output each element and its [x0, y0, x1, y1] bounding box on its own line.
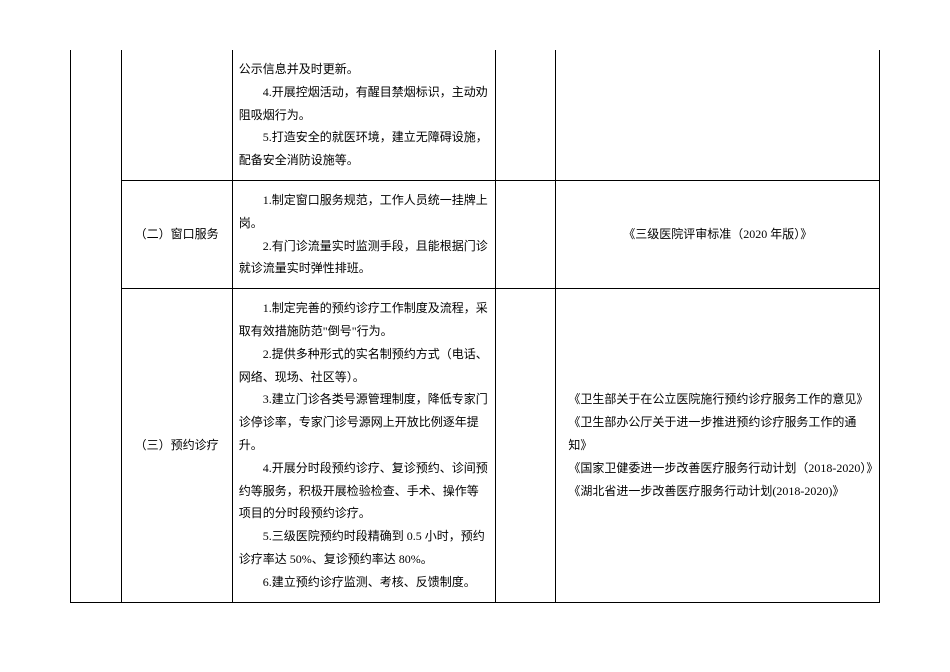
- content-line: 1.制定完善的预约诊疗工作制度及流程，采取有效措施防范"倒号"行为。: [239, 297, 489, 343]
- table-row: 公示信息并及时更新。 4.开展控烟活动，有醒目禁烟标识，主动劝阻吸烟行为。 5.…: [71, 50, 880, 180]
- reference-line: 《国家卫健委进一步改善医疗服务行动计划（2018-2020）》: [568, 457, 873, 480]
- content-line: 5.三级医院预约时段精确到 0.5 小时，预约诊疗率达 50%、复诊预约率达 8…: [239, 525, 489, 571]
- content-line: 2.提供多种形式的实名制预约方式（电话、网络、现场、社区等）。: [239, 343, 489, 389]
- cell-reference: [556, 50, 880, 180]
- cell-content: 公示信息并及时更新。 4.开展控烟活动，有醒目禁烟标识，主动劝阻吸烟行为。 5.…: [232, 50, 495, 180]
- cell-spacer: [495, 180, 556, 288]
- content-line: 2.有门诊流量实时监测手段，且能根据门诊就诊流量实时弹性排班。: [239, 235, 489, 281]
- content-line: 1.制定窗口服务规范，工作人员统一挂牌上岗。: [239, 189, 489, 235]
- content-line: 公示信息并及时更新。: [239, 58, 489, 81]
- content-line: 4.开展分时段预约诊疗、复诊预约、诊间预约等服务，积极开展检验检查、手术、操作等…: [239, 457, 489, 525]
- table-row: （二）窗口服务 1.制定窗口服务规范，工作人员统一挂牌上岗。 2.有门诊流量实时…: [71, 180, 880, 288]
- reference-line: 《卫生部办公厅关于进一步推进预约诊疗服务工作的通知》: [568, 411, 873, 457]
- cell-content: 1.制定完善的预约诊疗工作制度及流程，采取有效措施防范"倒号"行为。 2.提供多…: [232, 289, 495, 602]
- content-line: 4.开展控烟活动，有醒目禁烟标识，主动劝阻吸烟行为。: [239, 81, 489, 127]
- cell-spacer: [495, 289, 556, 602]
- cell-section: （二）窗口服务: [121, 180, 232, 288]
- content-line: 5.打造安全的就医环境，建立无障碍设施，配备安全消防设施等。: [239, 126, 489, 172]
- cell-reference: 《三级医院评审标准（2020 年版）》: [556, 180, 880, 288]
- cell-reference: 《卫生部关于在公立医院施行预约诊疗服务工作的意见》 《卫生部办公厅关于进一步推进…: [556, 289, 880, 602]
- content-line: 6.建立预约诊疗监测、考核、反馈制度。: [239, 571, 489, 594]
- content-line: 3.建立门诊各类号源管理制度，降低专家门诊停诊率，专家门诊号源网上开放比例逐年提…: [239, 388, 489, 456]
- cell-spacer: [495, 50, 556, 180]
- cell-category: [71, 50, 122, 602]
- reference-line: 《卫生部关于在公立医院施行预约诊疗服务工作的意见》: [568, 388, 873, 411]
- cell-content: 1.制定窗口服务规范，工作人员统一挂牌上岗。 2.有门诊流量实时监测手段，且能根…: [232, 180, 495, 288]
- reference-line: 《湖北省进一步改善医疗服务行动计划(2018-2020)》: [568, 480, 873, 503]
- cell-section: [121, 50, 232, 180]
- table-row: （三）预约诊疗 1.制定完善的预约诊疗工作制度及流程，采取有效措施防范"倒号"行…: [71, 289, 880, 602]
- document-table: 公示信息并及时更新。 4.开展控烟活动，有醒目禁烟标识，主动劝阻吸烟行为。 5.…: [70, 50, 880, 603]
- cell-section: （三）预约诊疗: [121, 289, 232, 602]
